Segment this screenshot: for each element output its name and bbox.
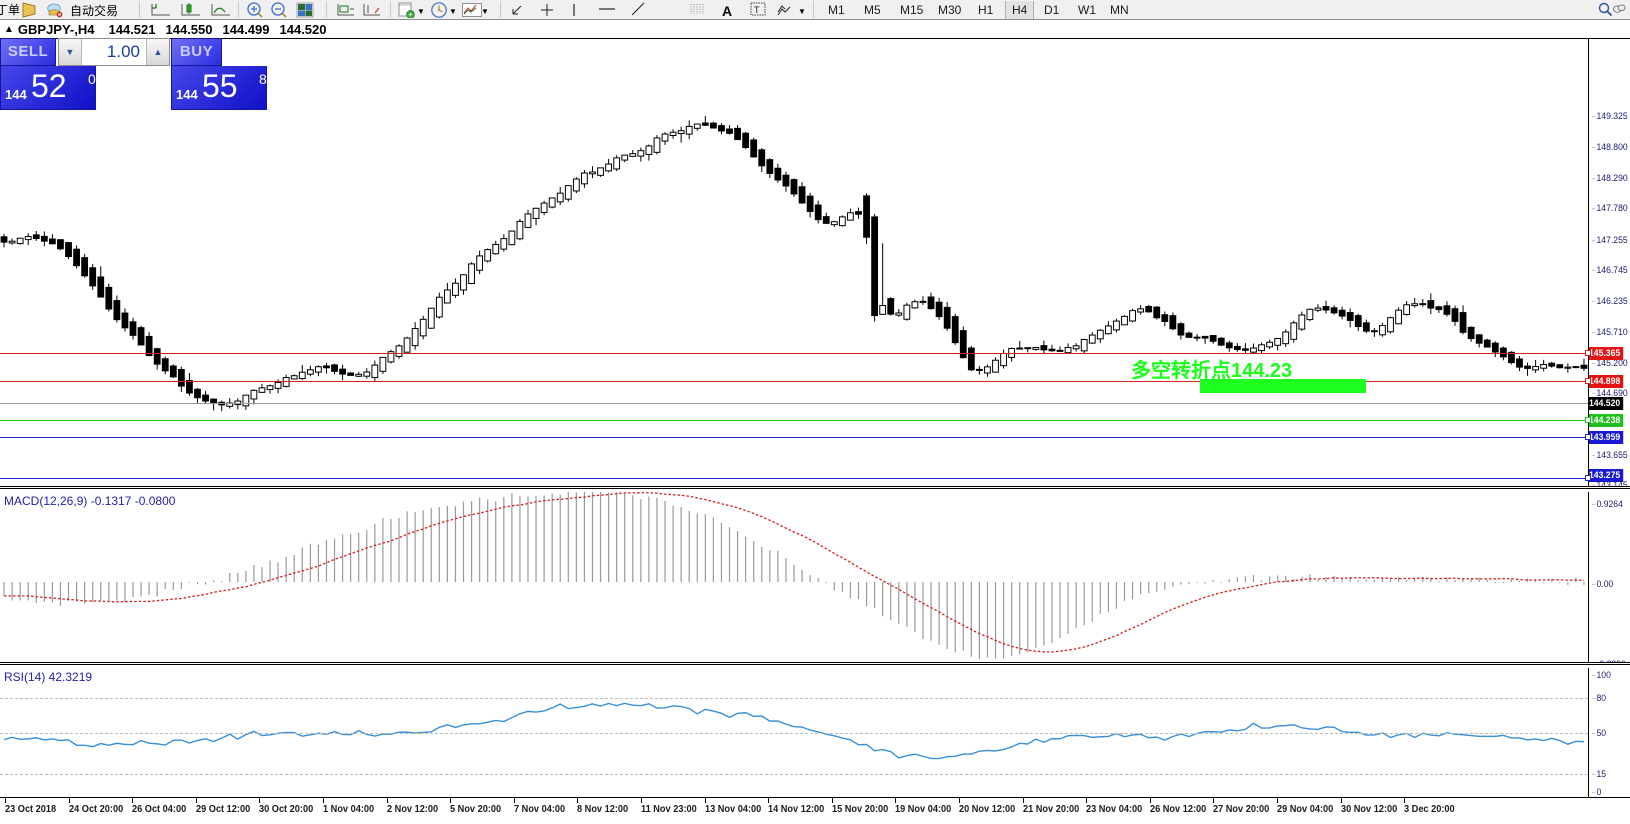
svg-text:▼: ▼ — [417, 7, 425, 15]
svg-text:▼: ▼ — [481, 7, 489, 15]
svg-text:▼: ▼ — [449, 7, 457, 15]
svg-text:T: T — [754, 5, 760, 15]
svg-text:▼: ▼ — [798, 7, 806, 15]
